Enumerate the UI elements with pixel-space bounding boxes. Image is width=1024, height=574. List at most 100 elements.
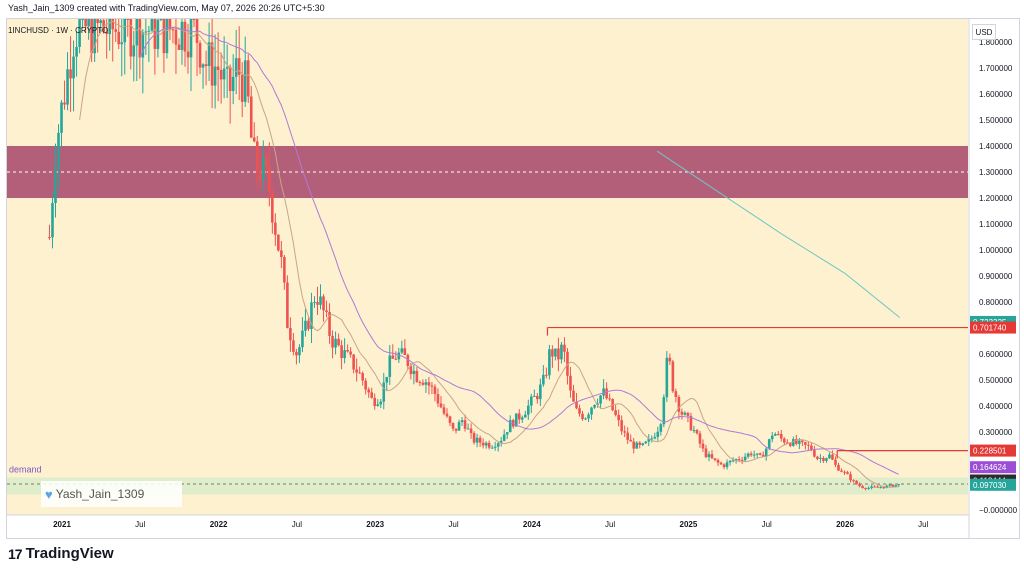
tradingview-logo[interactable]: 17 TradingView — [8, 545, 114, 562]
candle-body — [219, 70, 223, 80]
y-tick-label: 1.700000 — [979, 64, 1013, 73]
candle-body — [147, 30, 151, 32]
candle-body — [671, 361, 675, 392]
candle-body — [888, 484, 891, 486]
candle-body — [343, 350, 346, 358]
candle-body — [560, 344, 563, 360]
x-tick-label: 2021 — [53, 520, 71, 529]
candle-body — [225, 67, 229, 69]
candle-body — [677, 396, 681, 412]
candle-body — [487, 442, 491, 448]
candle-body — [177, 44, 181, 50]
candle-body — [644, 441, 648, 444]
candle-body — [530, 396, 533, 406]
demand-zone — [7, 477, 968, 495]
candle-body — [72, 56, 75, 79]
candle-body — [713, 458, 717, 460]
candle-body — [686, 412, 690, 416]
candle-body — [126, 19, 130, 20]
y-tick-label: 1.000000 — [979, 246, 1013, 255]
heart-icon: ♥ — [45, 486, 53, 502]
candle-body — [322, 296, 325, 311]
candle-body — [180, 21, 184, 50]
candle-body — [391, 355, 395, 359]
candle-body — [725, 462, 729, 468]
author-watermark: ♥ Yash_Jain_1309 — [41, 481, 182, 507]
ma-very-long-line — [656, 150, 901, 318]
candle-body — [81, 19, 84, 20]
candle-body — [385, 376, 389, 383]
candle-body — [415, 370, 419, 382]
candle-body — [364, 380, 367, 390]
candle-body — [237, 58, 241, 75]
price-badge — [970, 478, 1016, 491]
watermark-text: Yash_Jain_1309 — [55, 487, 145, 501]
candle-body — [852, 480, 855, 482]
candle-body — [617, 414, 620, 421]
candle-body — [424, 382, 428, 385]
currency-label[interactable]: USD — [972, 24, 996, 40]
candle-body — [249, 96, 253, 138]
candle-body — [584, 418, 587, 420]
candle-body — [785, 442, 789, 444]
x-tick-label: Jul — [448, 520, 458, 529]
candle-body — [813, 450, 816, 457]
candle-body — [767, 439, 771, 449]
candle-body — [268, 166, 271, 192]
candle-body — [135, 19, 139, 46]
candle-body — [819, 457, 822, 459]
candle-body — [48, 237, 51, 238]
candle-body — [548, 349, 551, 376]
candle-body — [129, 19, 133, 57]
candle-body — [87, 19, 90, 27]
candle-body — [159, 19, 163, 20]
candle-body — [533, 395, 536, 397]
y-tick-label: 1.200000 — [979, 194, 1013, 203]
chart-background — [7, 19, 968, 515]
candle-body — [864, 487, 867, 489]
candle-body — [572, 390, 575, 402]
candle-body — [108, 19, 112, 35]
candle-body — [545, 374, 548, 376]
candle-body — [298, 347, 301, 356]
candle-body — [647, 438, 651, 442]
price-badge — [970, 321, 1016, 334]
candle-body — [849, 474, 852, 481]
candle-body — [490, 447, 494, 449]
candle-body — [517, 413, 521, 420]
candle-body — [261, 157, 265, 180]
candle-body — [581, 413, 584, 420]
candle-body — [641, 443, 645, 445]
candle-body — [201, 64, 205, 68]
candle-body — [93, 19, 96, 54]
candle-body — [370, 392, 374, 398]
candle-body — [265, 157, 268, 167]
candle-body — [810, 445, 813, 451]
candle-body — [436, 394, 440, 404]
chart-frame[interactable]: demand 1.800000 1.700000 1.600000 1.500000 1.… — [6, 18, 1020, 539]
candle-body — [764, 448, 768, 457]
candle-body — [141, 32, 145, 58]
candle-body — [445, 413, 449, 417]
candle-body — [231, 76, 235, 92]
candle-body — [822, 457, 825, 461]
candle-body — [776, 434, 780, 436]
candle-body — [63, 102, 66, 105]
x-tick-label: Jul — [292, 520, 302, 529]
candle-body — [448, 416, 452, 423]
candle-body — [340, 345, 343, 358]
candle-body — [668, 357, 672, 362]
candle-body — [433, 386, 437, 395]
price-badge-label: 0.228501 — [973, 447, 1007, 456]
candle-body — [382, 382, 386, 402]
price-chart[interactable]: demand 1.800000 1.700000 1.600000 1.500000 1.… — [7, 19, 1019, 538]
candle-body — [496, 443, 500, 447]
candle-body — [752, 454, 756, 456]
y-tick-label: 1.400000 — [979, 142, 1013, 151]
candle-body — [328, 312, 331, 336]
candle-body — [418, 381, 422, 383]
candle-body — [349, 351, 352, 355]
candle-body — [801, 440, 804, 443]
candle-body — [807, 444, 810, 446]
candle-body — [575, 401, 578, 409]
